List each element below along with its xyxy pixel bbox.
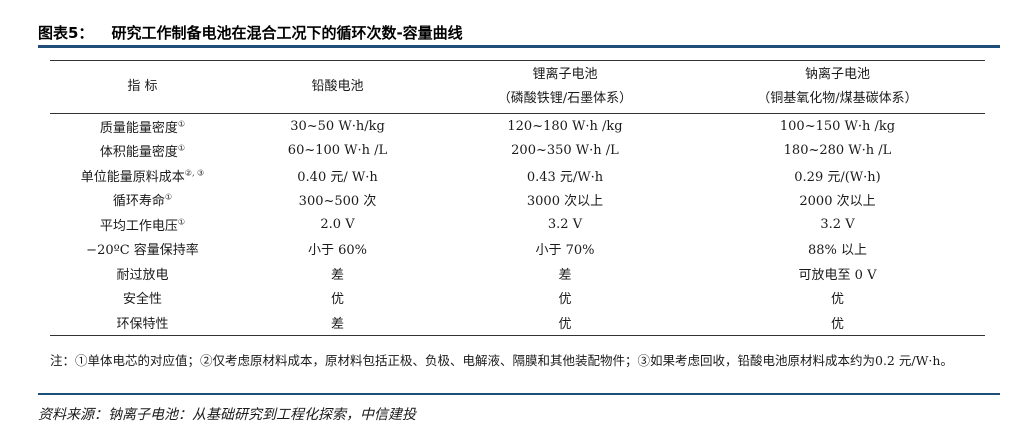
lead-acid-cell: 300~500 次 (298, 194, 377, 210)
metric-cell: 平均工作电压① (99, 217, 186, 234)
na-ion-cell: 2000 次以上 (799, 194, 876, 210)
na-ion-cell: 180~280 W·h /L (783, 143, 892, 159)
footnote-marker: ① (177, 119, 186, 129)
metric-cell: 质量能量密度① (99, 119, 186, 136)
li-ion-cell: 优 (558, 292, 572, 308)
table-row: 环保特性差优优 (50, 310, 985, 336)
lead-acid-cell: 2.0 V (320, 216, 355, 232)
lead-acid-cell: 30~50 W·h/kg (290, 118, 385, 134)
table-row: 循环寿命① 300~500 次 3000 次以上 2000 次以上 (50, 188, 985, 213)
metric-cell: 单位能量原料成本②, ③ (80, 168, 205, 185)
figure-label: 图表5： (38, 24, 94, 42)
comparison-table-wrap: 指 标 铅酸电池 锂离子电池 （磷酸铁锂/石墨体系） 钠离子电池 （铜基氧化物/煤基… (50, 60, 985, 336)
table-row: −20ºC 容量保持率 小于 60% 小于 70% 88% 以上 (50, 237, 985, 262)
footnote-marker: ① (177, 143, 186, 153)
metric-cell: 环保特性 (50, 310, 235, 336)
li-ion-cell: 优 (440, 310, 690, 336)
lead-acid-cell: 0.40 元/ W·h (297, 169, 378, 185)
na-ion-cell: 可放电至 0 V (798, 267, 877, 283)
table-row: 质量能量密度① 30~50 W·h/kg 120~180 W·h /kg 100~15… (50, 114, 985, 139)
na-ion-cell: 0.29 元/(W·h) (794, 169, 881, 185)
table-footnote: 注：①单体电芯的对应值；②仅考虑原材料成本，原材料包括正极、负极、电解液、隔膜和… (50, 353, 953, 368)
header-na-ion: 钠离子电池 （铜基氧化物/煤基碳体系） (690, 61, 985, 114)
table-row: 平均工作电压① 2.0 V 3.2 V 3.2 V (50, 212, 985, 237)
footnote-marker: ① (177, 217, 186, 227)
table-row: 单位能量原料成本②, ③ 0.40 元/ W·h 0.43 元/W·h 0.29 元/… (50, 163, 985, 188)
li-ion-cell: 0.43 元/W·h (526, 169, 604, 185)
lead-acid-cell: 差 (235, 310, 440, 336)
na-ion-cell: 100~150 W·h /kg (779, 118, 896, 134)
li-ion-cell: 120~180 W·h /kg (507, 118, 623, 134)
metric-cell: 耐过放电 (116, 267, 169, 283)
li-ion-cell: 200~350 W·h /L (511, 143, 619, 159)
li-ion-cell: 小于 70% (535, 243, 595, 259)
figure-title-text: 研究工作制备电池在混合工况下的循环次数-容量曲线 (111, 24, 463, 42)
na-ion-cell: 3.2 V (820, 216, 855, 232)
source-line: 资料来源：钠离子电池：从基础研究到工程化探索，中信建投 (38, 407, 416, 423)
metric-cell: 循环寿命① (112, 192, 173, 210)
table-header-row: 指 标 铅酸电池 锂离子电池 （磷酸铁锂/石墨体系） 钠离子电池 （铜基氧化物/煤基… (50, 61, 985, 114)
li-ion-cell: 3.2 V (547, 216, 583, 232)
table-row: 体积能量密度① 60~100 W·h /L 200~350 W·h /L 180~28… (50, 139, 985, 164)
table-top-rule (50, 60, 985, 61)
footnote-marker: ① (164, 192, 173, 202)
metric-cell: 安全性 (122, 292, 162, 308)
metric-cell: −20ºC 容量保持率 (86, 243, 199, 259)
na-ion-cell: 88% 以上 (807, 243, 868, 259)
na-ion-cell: 优 (690, 310, 985, 336)
li-ion-cell: 3000 次以上 (526, 194, 604, 210)
li-ion-cell: 差 (558, 267, 572, 283)
header-li-ion: 锂离子电池 （磷酸铁锂/石墨体系） (440, 61, 690, 114)
table-row: 耐过放电 差 差 可放电至 0 V (50, 261, 985, 286)
lead-acid-cell: 小于 60% (307, 243, 368, 259)
lead-acid-cell: 60~100 W·h /L (287, 143, 388, 159)
battery-comparison-table: 指 标 铅酸电池 锂离子电池 （磷酸铁锂/石墨体系） 钠离子电池 （铜基氧化物/煤基… (50, 61, 985, 336)
na-ion-cell: 优 (830, 292, 844, 308)
table-row: 安全性 优 优 优 (50, 286, 985, 311)
lead-acid-cell: 差 (330, 267, 344, 283)
footnote-marker: ②, ③ (184, 168, 205, 178)
metric-cell: 体积能量密度① (99, 143, 186, 161)
bottom-rule (38, 393, 1000, 395)
figure-title: 图表5： 研究工作制备电池在混合工况下的循环次数-容量曲线 (38, 22, 463, 43)
lead-acid-cell: 优 (330, 292, 344, 308)
title-rule (38, 45, 1000, 48)
header-metric: 指 标 (50, 61, 235, 114)
header-lead-acid: 铅酸电池 (235, 61, 440, 114)
